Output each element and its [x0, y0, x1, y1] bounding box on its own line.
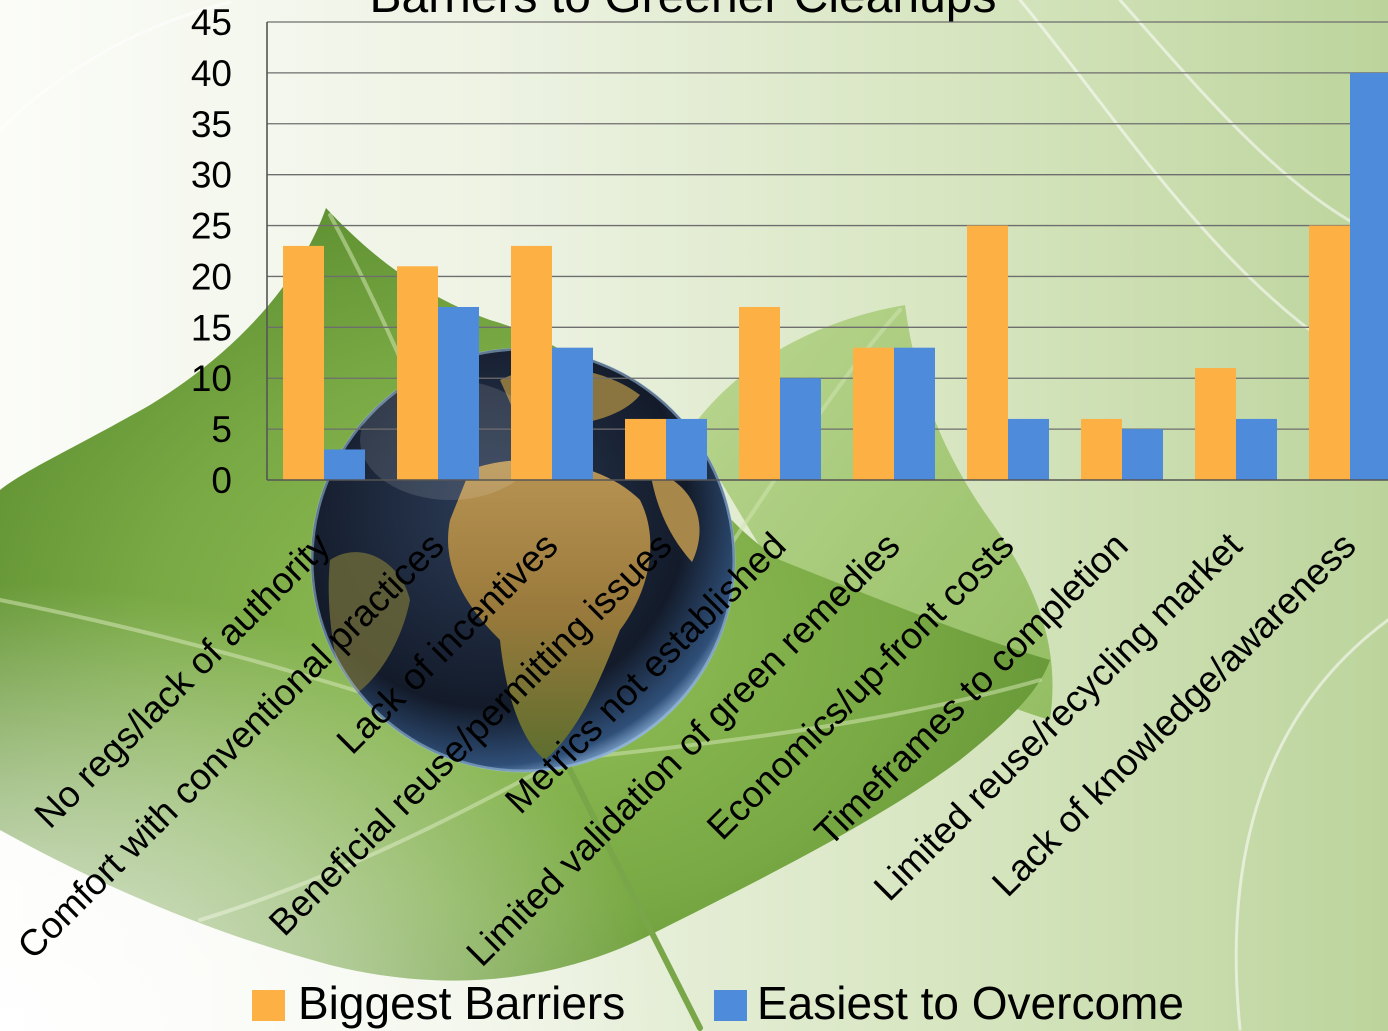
y-tick-label: 0: [211, 460, 232, 501]
continent-shape: [328, 552, 410, 700]
y-tick-label: 20: [191, 256, 232, 297]
bar-biggest-barriers-3: [511, 245, 552, 480]
bar-easiest-to-overcome-4: [666, 418, 707, 480]
bar-easiest-to-overcome-5: [780, 378, 821, 480]
bar-easiest-to-overcome-1: [324, 449, 365, 480]
continent-shape: [650, 470, 700, 562]
y-tick-label: 15: [191, 307, 232, 348]
y-tick-label: 30: [191, 155, 232, 196]
y-tick-label: 25: [191, 206, 232, 247]
bar-biggest-barriers-4: [625, 418, 666, 480]
bars: [283, 72, 1388, 480]
bar-easiest-to-overcome-8: [1122, 429, 1163, 480]
legend-item-easiest-to-overcome: Easiest to Overcome: [714, 977, 1184, 1029]
y-tick-label: 10: [191, 358, 232, 399]
bar-easiest-to-overcome-3: [552, 347, 593, 480]
y-tick-label: 5: [211, 409, 232, 450]
background-swirl: [1234, 618, 1388, 1031]
continent-shape: [448, 460, 651, 760]
bar-easiest-to-overcome-6: [894, 347, 935, 480]
bar-easiest-to-overcome-10: [1350, 72, 1388, 480]
legend-label-biggest-barriers: Biggest Barriers: [298, 977, 625, 1029]
y-tick-label: 40: [191, 53, 232, 94]
chart-title: Barriers to Greener Cleanups: [370, 0, 997, 23]
bar-biggest-barriers-9: [1195, 368, 1236, 480]
legend-swatch-easiest-to-overcome: [714, 990, 747, 1021]
bar-easiest-to-overcome-9: [1236, 418, 1277, 480]
bar-biggest-barriers-5: [739, 306, 780, 480]
y-tick-label: 45: [191, 2, 232, 43]
bar-biggest-barriers-6: [853, 347, 894, 480]
bar-biggest-barriers-2: [397, 266, 438, 480]
legend-label-easiest-to-overcome: Easiest to Overcome: [757, 977, 1184, 1029]
bar-easiest-to-overcome-2: [438, 306, 479, 480]
legend: Biggest Barriers Easiest to Overcome: [252, 977, 1184, 1029]
background-swirl: [0, 0, 232, 132]
y-axis-tick-labels: 0 5 10 15 20 25 30 35 40 45: [191, 2, 232, 501]
legend-swatch-biggest-barriers: [252, 990, 285, 1021]
background-swirl: [1118, 0, 1388, 242]
bar-biggest-barriers-10: [1309, 225, 1350, 480]
y-tick-label: 35: [191, 104, 232, 145]
bar-easiest-to-overcome-7: [1008, 418, 1049, 480]
bar-biggest-barriers-1: [283, 245, 324, 480]
bar-biggest-barriers-8: [1081, 418, 1122, 480]
legend-item-biggest-barriers: Biggest Barriers: [252, 977, 625, 1029]
bar-biggest-barriers-7: [967, 225, 1008, 480]
